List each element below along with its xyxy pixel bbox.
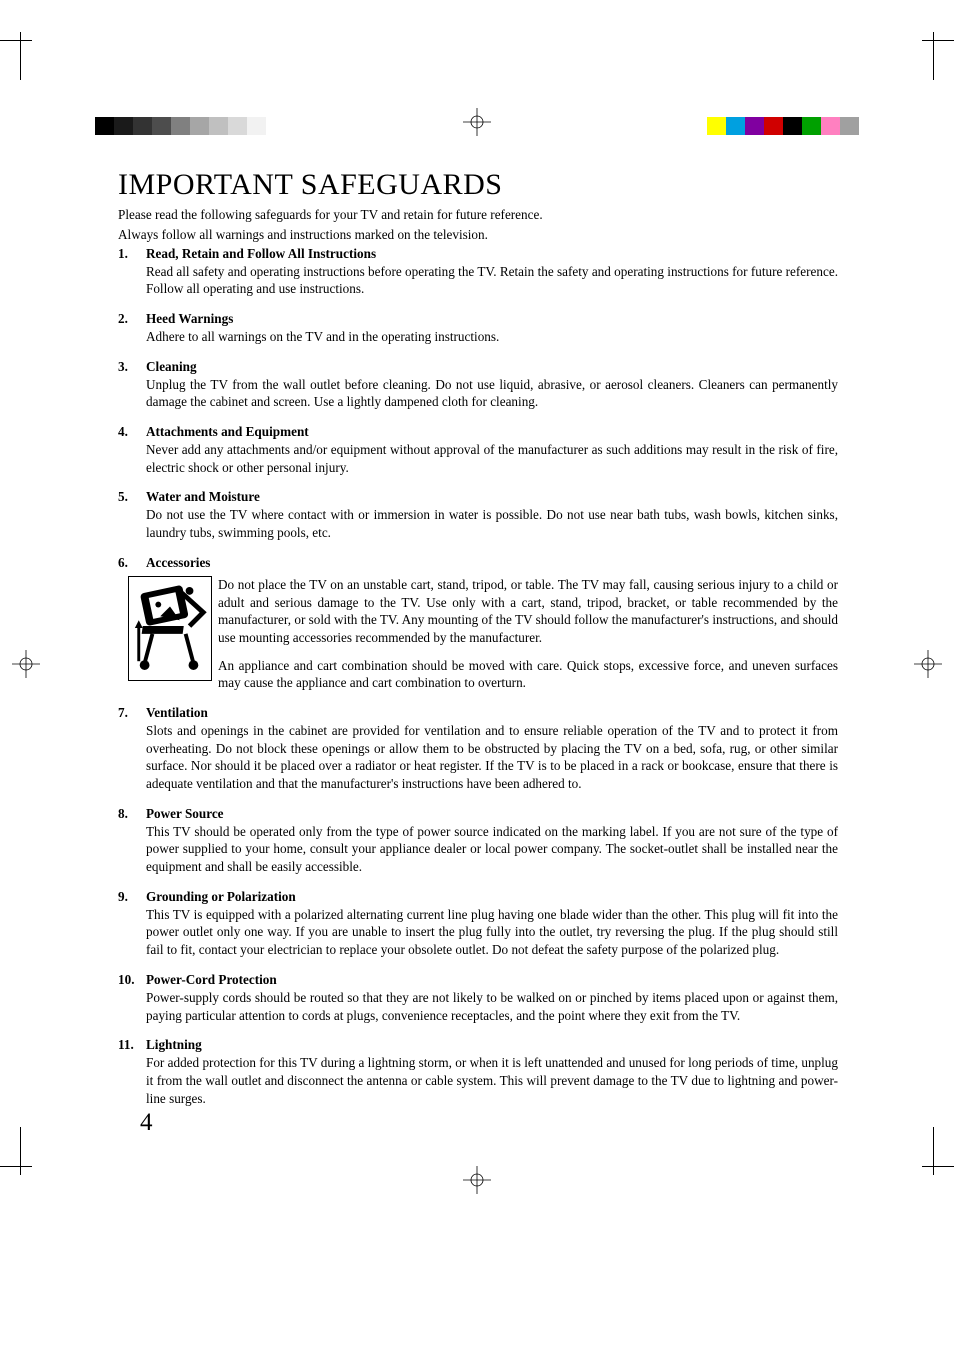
- registration-mark-bottom-icon: [463, 1166, 491, 1199]
- safeguard-body: Read all safety and operating instructio…: [146, 263, 838, 298]
- registration-mark-left-icon: [12, 650, 40, 683]
- swatch: [745, 117, 764, 135]
- swatch: [726, 117, 745, 135]
- safeguard-heading: Heed Warnings: [146, 311, 838, 327]
- safeguard-number: 9.: [118, 889, 146, 959]
- safeguard-item: 10.Power-Cord ProtectionPower-supply cor…: [118, 972, 838, 1024]
- registration-mark-top-icon: [463, 108, 491, 141]
- swatch: [209, 117, 228, 135]
- safeguard-number: 10.: [118, 972, 146, 1024]
- safeguard-heading: Power Source: [146, 806, 838, 822]
- safeguard-list: 1.Read, Retain and Follow All Instructio…: [118, 246, 838, 1108]
- safeguard-heading: Power-Cord Protection: [146, 972, 838, 988]
- swatch: [171, 117, 190, 135]
- safeguard-body: This TV should be operated only from the…: [146, 823, 838, 876]
- swatch: [840, 117, 859, 135]
- safeguard-number: 7.: [118, 705, 146, 793]
- safeguard-body: Adhere to all warnings on the TV and in …: [146, 328, 838, 346]
- safeguard-body: This TV is equipped with a polarized alt…: [146, 906, 838, 959]
- safeguard-body: Unplug the TV from the wall outlet befor…: [146, 376, 838, 411]
- crop-mark-bottom-left: [20, 1161, 68, 1207]
- grayscale-calibration-strip: [95, 117, 266, 135]
- intro-line-1: Please read the following safeguards for…: [118, 206, 838, 224]
- safeguard-item: 4.Attachments and EquipmentNever add any…: [118, 424, 838, 476]
- safeguard-heading: Cleaning: [146, 359, 838, 375]
- safeguard-number: 11.: [118, 1037, 146, 1107]
- safeguard-heading: Water and Moisture: [146, 489, 838, 505]
- swatch: [247, 117, 266, 135]
- safeguard-body: For added protection for this TV during …: [146, 1054, 838, 1107]
- safeguard-number: 2.: [118, 311, 146, 346]
- cart-warning-icon: [128, 576, 212, 681]
- swatch: [783, 117, 802, 135]
- swatch: [764, 117, 783, 135]
- safeguard-heading: Attachments and Equipment: [146, 424, 838, 440]
- crop-mark-top-left: [20, 0, 68, 46]
- safeguard-item: 1.Read, Retain and Follow All Instructio…: [118, 246, 838, 298]
- safeguard-number: 4.: [118, 424, 146, 476]
- swatch: [114, 117, 133, 135]
- swatch: [133, 117, 152, 135]
- safeguard-number: 5.: [118, 489, 146, 541]
- safeguard-item: 2.Heed WarningsAdhere to all warnings on…: [118, 311, 838, 346]
- crop-mark-bottom-right: [886, 1161, 934, 1207]
- page-title: IMPORTANT SAFEGUARDS: [118, 168, 838, 202]
- safeguard-heading: Lightning: [146, 1037, 838, 1053]
- swatch: [95, 117, 114, 135]
- safeguard-heading: Ventilation: [146, 705, 838, 721]
- safeguard-item: 6.Accessories Do not place the TV on an …: [118, 555, 838, 692]
- safeguard-body: Do not use the TV where contact with or …: [146, 506, 838, 541]
- registration-mark-right-icon: [914, 650, 942, 683]
- document-body: IMPORTANT SAFEGUARDS Please read the fol…: [118, 168, 838, 1120]
- swatch: [152, 117, 171, 135]
- swatch: [190, 117, 209, 135]
- safeguard-body: Do not place the TV on an unstable cart,…: [218, 576, 838, 692]
- safeguard-number: 6.: [118, 555, 146, 572]
- safeguard-body-with-image: Do not place the TV on an unstable cart,…: [118, 576, 838, 692]
- safeguard-heading: Accessories: [146, 555, 838, 571]
- color-calibration-strip: [707, 117, 859, 135]
- safeguard-number: 8.: [118, 806, 146, 876]
- swatch: [821, 117, 840, 135]
- swatch: [228, 117, 247, 135]
- safeguard-item: 7.VentilationSlots and openings in the c…: [118, 705, 838, 793]
- intro-line-2: Always follow all warnings and instructi…: [118, 226, 838, 244]
- swatch: [707, 117, 726, 135]
- safeguard-item: 5.Water and MoistureDo not use the TV wh…: [118, 489, 838, 541]
- safeguard-heading: Grounding or Polarization: [146, 889, 838, 905]
- safeguard-item: 9. Grounding or PolarizationThis TV is e…: [118, 889, 838, 959]
- safeguard-item: 11.LightningFor added protection for thi…: [118, 1037, 838, 1107]
- safeguard-item: 3.CleaningUnplug the TV from the wall ou…: [118, 359, 838, 411]
- safeguard-body: Never add any attachments and/or equipme…: [146, 441, 838, 476]
- page-number: 4: [140, 1109, 153, 1137]
- safeguard-body: Slots and openings in the cabinet are pr…: [146, 722, 838, 793]
- safeguard-body: Power-supply cords should be routed so t…: [146, 989, 838, 1024]
- swatch: [802, 117, 821, 135]
- safeguard-number: 1.: [118, 246, 146, 298]
- crop-mark-top-right: [886, 0, 934, 46]
- safeguard-item: 8.Power SourceThis TV should be operated…: [118, 806, 838, 876]
- safeguard-heading: Read, Retain and Follow All Instructions: [146, 246, 838, 262]
- safeguard-number: 3.: [118, 359, 146, 411]
